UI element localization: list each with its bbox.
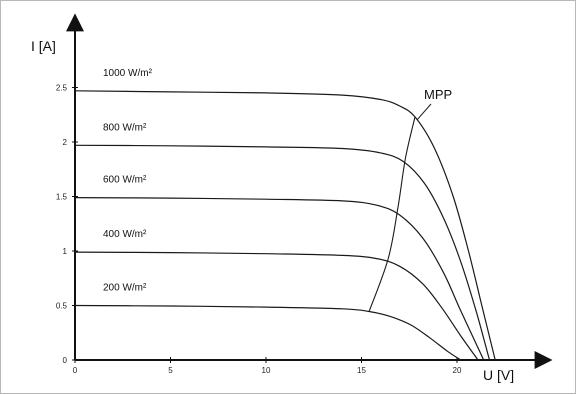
axes: I [A] U [V] bbox=[31, 13, 553, 383]
series-label-2: 600 W/m² bbox=[103, 175, 147, 186]
x-tick-label-2: 10 bbox=[262, 366, 271, 375]
y-axis-label: I [A] bbox=[31, 38, 56, 54]
series-label-3: 400 W/m² bbox=[103, 229, 147, 240]
series-curve-3 bbox=[74, 251, 479, 361]
mpp-layer: MPP bbox=[368, 87, 452, 312]
series-curve-1 bbox=[74, 144, 491, 361]
series-label-4: 200 W/m² bbox=[103, 283, 147, 294]
y-tick-label-2: 1 bbox=[63, 247, 68, 256]
y-tick-label-0: 0 bbox=[63, 356, 68, 365]
mpp-curve bbox=[368, 116, 416, 312]
series-curve-4 bbox=[74, 304, 462, 361]
x-tick-label-1: 5 bbox=[168, 366, 173, 375]
x-tick-label-4: 20 bbox=[453, 366, 462, 375]
series-label-0: 1000 W/m² bbox=[103, 68, 153, 79]
x-tick-label-3: 15 bbox=[357, 366, 366, 375]
series-curve-2 bbox=[74, 197, 485, 361]
y-tick-label-4: 2 bbox=[63, 138, 68, 147]
mpp-label: MPP bbox=[424, 87, 452, 102]
y-tick-label-1: 0.5 bbox=[56, 302, 68, 311]
y-tick-label-5: 2.5 bbox=[56, 84, 68, 93]
series-curve-0 bbox=[74, 90, 496, 361]
x-tick-label-0: 0 bbox=[73, 366, 78, 375]
mpp-leader-line bbox=[416, 103, 432, 121]
series-curves: 1000 W/m² 800 W/m² 600 W/m² 400 W/m² 200 W/m… bbox=[74, 68, 496, 361]
y-tick-label-3: 1.5 bbox=[56, 193, 68, 202]
x-axis-label: U [V] bbox=[483, 367, 514, 383]
series-label-1: 800 W/m² bbox=[103, 122, 147, 133]
